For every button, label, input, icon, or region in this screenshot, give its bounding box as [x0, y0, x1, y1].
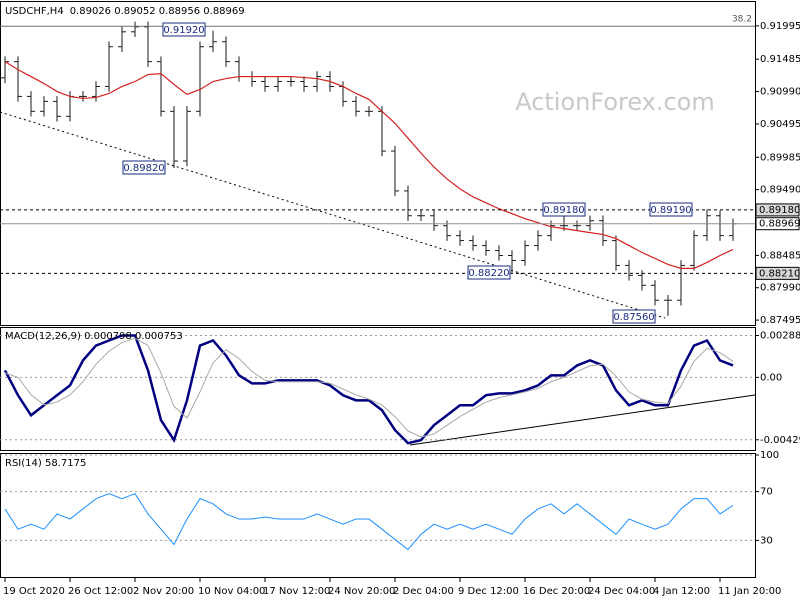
y-tick-label: 30	[760, 535, 773, 546]
y-tick-label: 0.90990	[760, 87, 800, 98]
callout: 0.89180	[543, 205, 584, 216]
callout-box	[162, 22, 206, 37]
x-tick-label: 16 Dec 20:00	[523, 586, 590, 597]
callout-box	[122, 160, 166, 175]
y-tick-label: 0.91485	[760, 54, 800, 65]
indicator-line	[4, 337, 734, 438]
price-level-label: 0.88210	[759, 268, 800, 279]
y-tick-label: 0.88485	[760, 250, 800, 261]
x-tick-label: 26 Oct 12:00	[68, 586, 133, 597]
x-tick-label: 17 Nov 12:00	[263, 586, 330, 597]
panel-title: MACD(12,26,9) 0.000798 0.000753	[5, 331, 183, 342]
chart-subtitle: 0.89026 0.89052 0.88956 0.88969	[70, 6, 245, 17]
y-tick-label: 0.87990	[760, 283, 800, 294]
y-tick-label: 70	[760, 487, 773, 498]
x-tick-label: 19 Oct 2020	[3, 586, 65, 597]
x-tick-label: 11 Jan 20:00	[718, 586, 781, 597]
price-level-box	[755, 266, 800, 280]
y-tick-label: 0.90495	[760, 119, 800, 130]
price-level-box	[755, 203, 800, 217]
callout: 0.88220	[468, 268, 509, 279]
y-tick-label: 0.89490	[760, 185, 800, 196]
callout-box	[542, 202, 586, 217]
x-tick-label: 10 Nov 04:00	[198, 586, 265, 597]
y-tick-label: 0.00	[760, 372, 782, 383]
price-panel	[0, 1, 756, 326]
y-tick-label: 0.87495	[760, 315, 800, 326]
callout: 0.89190	[650, 205, 691, 216]
price-level-box	[755, 217, 800, 231]
indicator-line	[4, 493, 734, 551]
x-tick-label: 9 Dec 12:00	[458, 586, 519, 597]
fib-label: 38.2	[732, 15, 752, 25]
callout-box	[649, 202, 693, 217]
indicator-line	[3, 334, 734, 445]
y-tick-label: 0.89985	[760, 152, 800, 163]
x-tick-label: 4 Jan 12:00	[653, 586, 710, 597]
y-tick-label: 100	[760, 450, 779, 461]
panel-title: RSI(14) 58.7175	[5, 458, 86, 469]
macd-panel	[0, 327, 756, 451]
x-tick-label: 2 Dec 04:00	[393, 586, 454, 597]
price-level-label: 0.88969	[759, 219, 800, 230]
y-tick-label: 0.00288	[760, 331, 800, 342]
macd-trendline	[409, 394, 756, 446]
callout-box	[467, 265, 511, 280]
callout: 0.91920	[163, 25, 204, 36]
callout: 0.87560	[613, 312, 654, 323]
x-tick-label: 24 Dec 04:00	[588, 586, 655, 597]
trendline	[0, 111, 666, 319]
moving-average	[4, 61, 734, 269]
callout: 0.89820	[123, 163, 164, 174]
watermark: ActionForex.com	[515, 88, 715, 116]
chart-title: USDCHF,H4	[5, 6, 64, 17]
callout-box	[612, 309, 656, 324]
rsi-panel	[0, 453, 756, 578]
x-tick-label: 24 Nov 20:00	[328, 586, 395, 597]
price-level-label: 0.89180	[759, 205, 800, 216]
y-tick-label: -0.004298	[760, 435, 800, 446]
y-tick-label: 0.91995	[760, 21, 800, 32]
x-tick-label: 2 Nov 20:00	[133, 586, 194, 597]
